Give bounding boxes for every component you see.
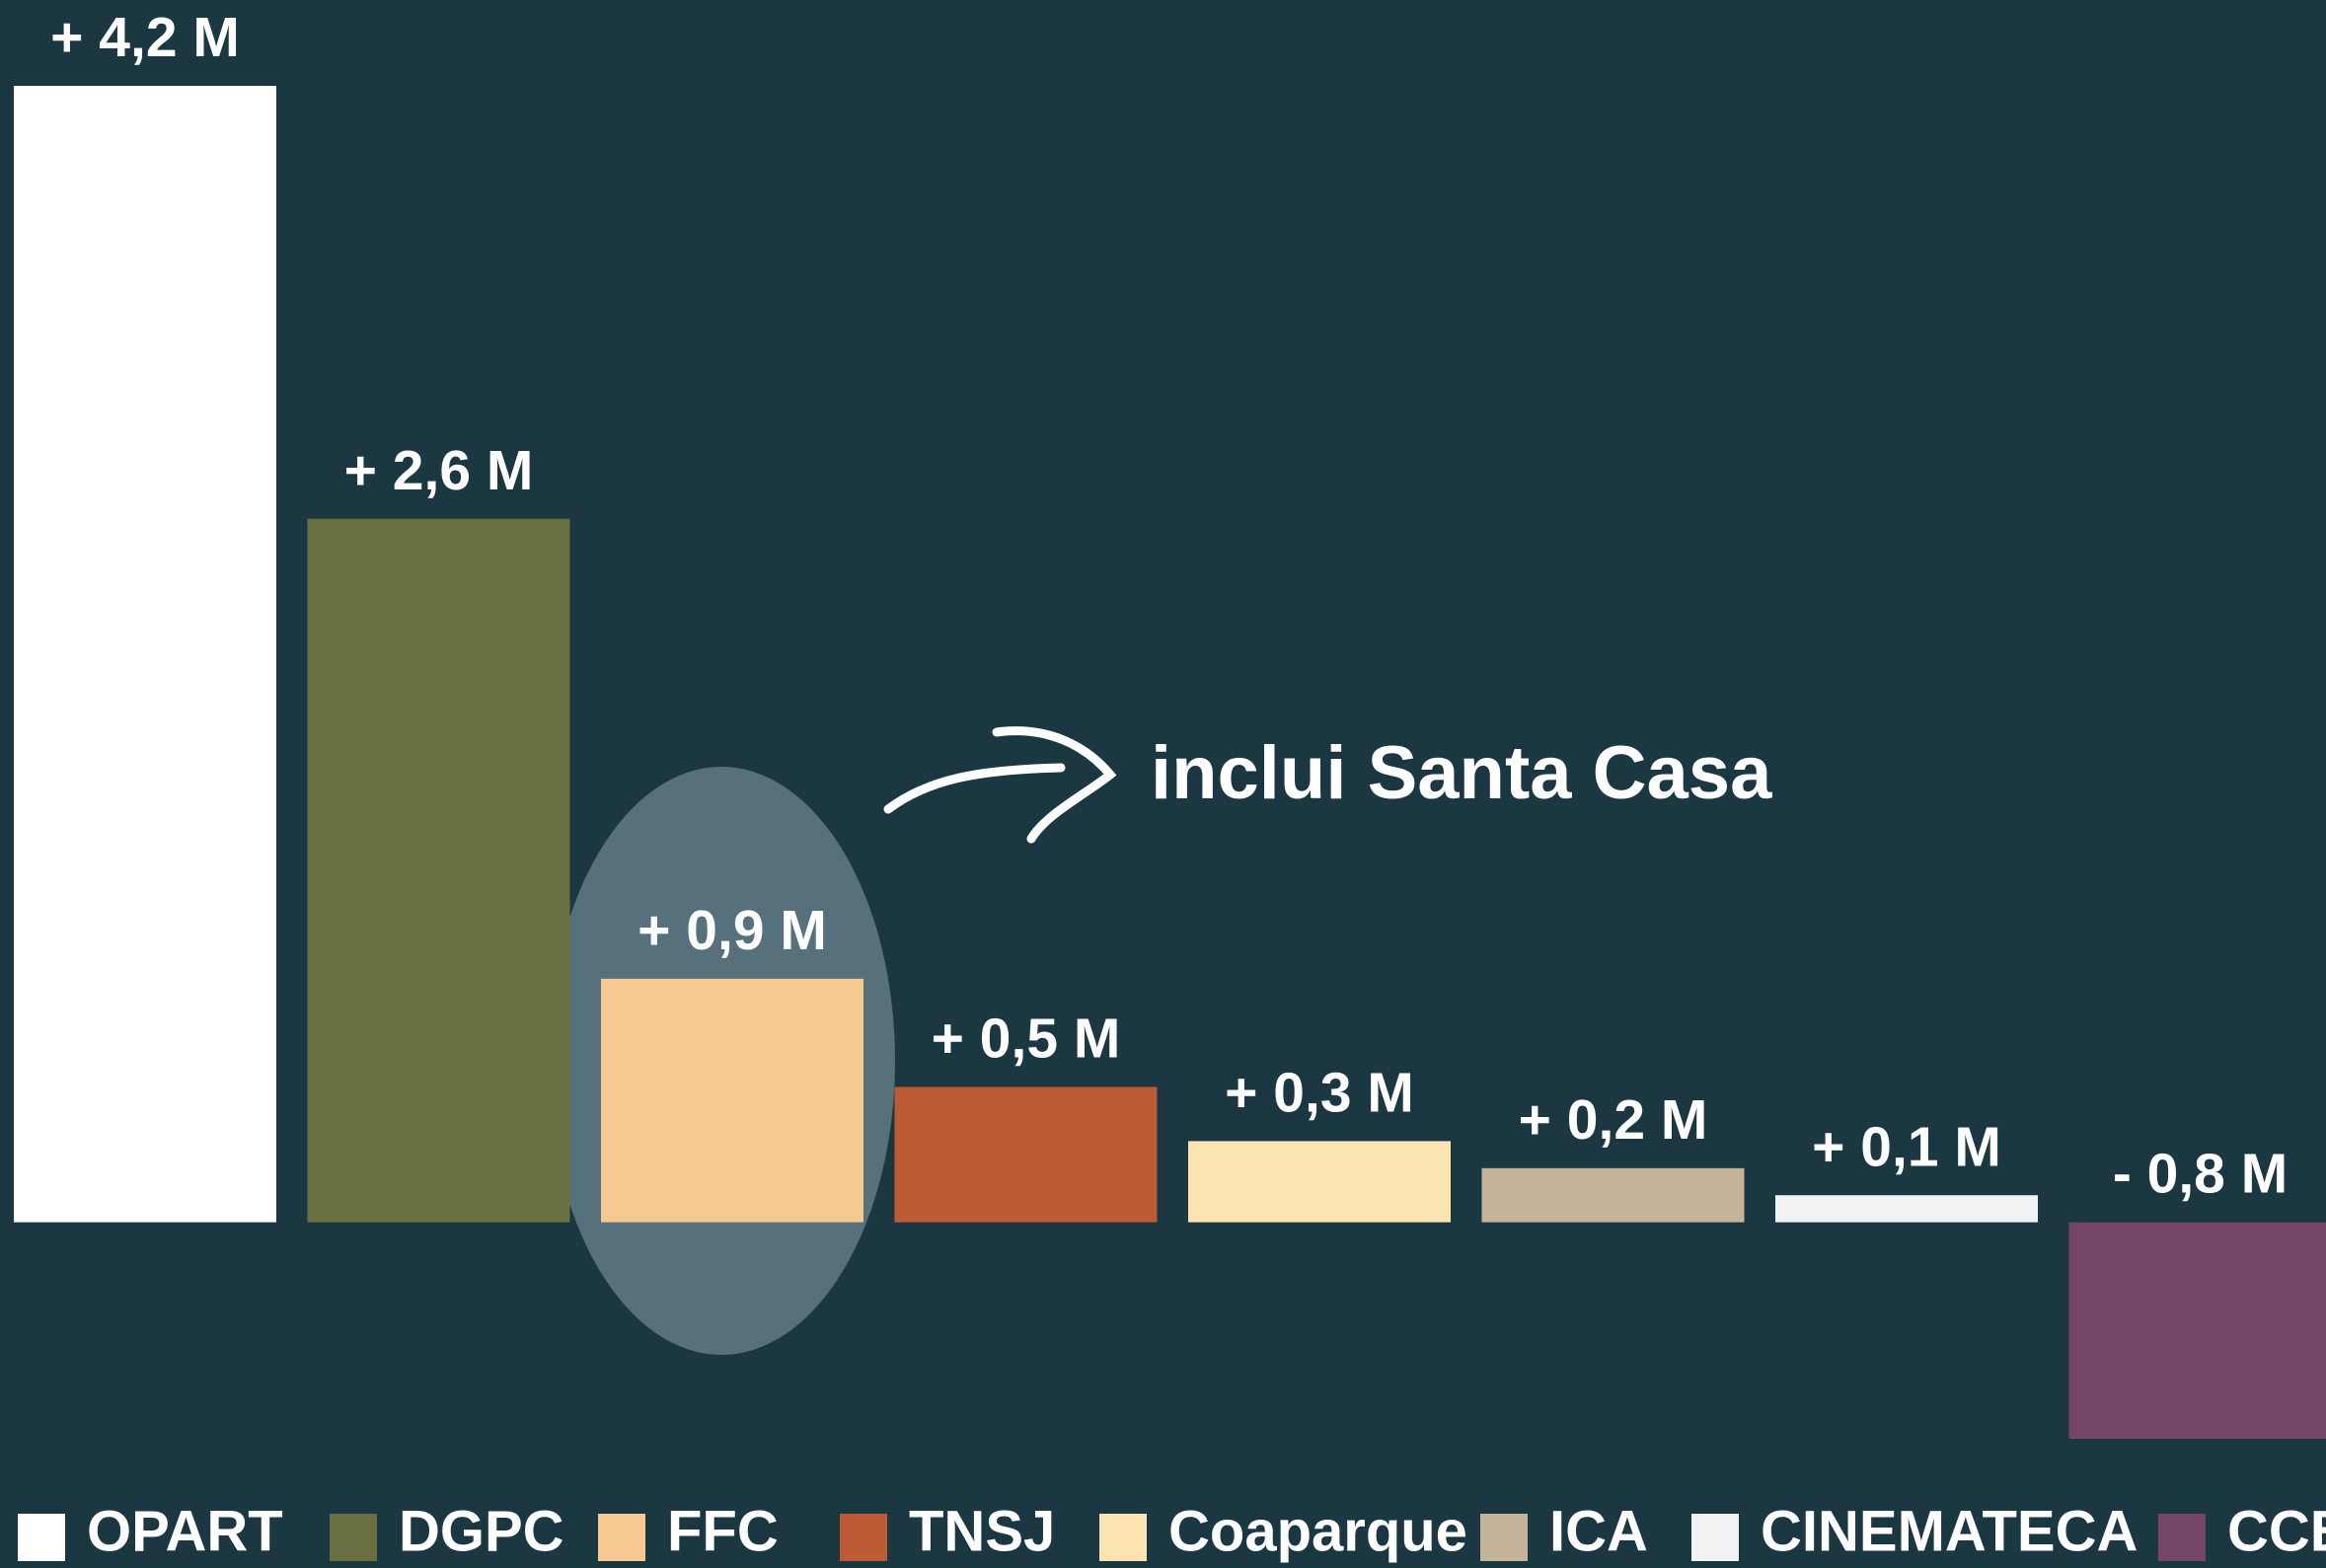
- legend-swatch: [598, 1514, 645, 1561]
- bar: [14, 86, 276, 1223]
- bar: [1481, 1167, 1745, 1223]
- legend-label: TNSJ: [909, 1499, 1055, 1563]
- legend-swatch: [1480, 1514, 1528, 1561]
- legend-label: ICA: [1549, 1499, 1648, 1563]
- legend-label: CINEMATECA: [1761, 1499, 2138, 1563]
- value-label: + 0,2 M: [1519, 1088, 1708, 1152]
- annotation: inclui Santa Casa: [1151, 731, 1772, 815]
- legend-swatch: [1691, 1514, 1739, 1561]
- value-label: + 4,2 M: [50, 6, 240, 69]
- legend-label: Coaparque: [1168, 1499, 1467, 1563]
- value-label: + 0,9 M: [638, 899, 827, 962]
- legend-label: FFC: [667, 1499, 779, 1563]
- legend-swatch: [2158, 1514, 2206, 1561]
- legend-label: DGPC: [399, 1499, 564, 1563]
- annotation-arrow: [883, 726, 1117, 844]
- bar: [894, 1086, 1158, 1223]
- legend-swatch: [330, 1514, 377, 1561]
- bar: [2068, 1222, 2326, 1439]
- bar: [1188, 1141, 1451, 1223]
- legend-swatch: [1099, 1514, 1147, 1561]
- legend-label: CCB: [2227, 1499, 2326, 1563]
- legend-swatch: [840, 1514, 887, 1561]
- value-label: + 0,5 M: [932, 1008, 1121, 1071]
- legend-label: OPART: [87, 1499, 283, 1563]
- value-label: - 0,8 M: [2113, 1143, 2288, 1206]
- bar: [601, 978, 863, 1223]
- bar: [1775, 1195, 2038, 1223]
- bar: [307, 518, 570, 1223]
- legend-swatch: [18, 1514, 65, 1561]
- value-label: + 0,3 M: [1225, 1061, 1414, 1124]
- value-label: + 2,6 M: [344, 439, 534, 502]
- value-label: + 0,1 M: [1812, 1115, 2001, 1178]
